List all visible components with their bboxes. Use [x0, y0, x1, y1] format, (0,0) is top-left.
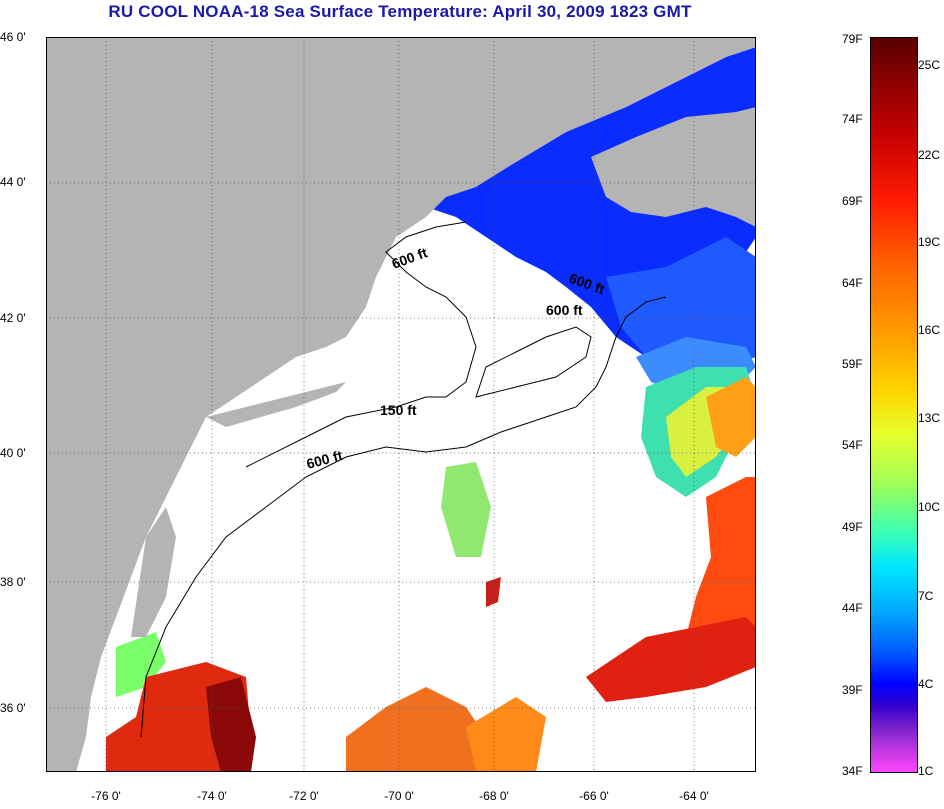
sst-warm-orange — [706, 377, 756, 457]
land-delmarva — [131, 507, 176, 637]
colorbar-f-label: 74F — [842, 112, 863, 126]
colorbar-c-label: 13C — [918, 411, 941, 425]
temperature-colorbar — [870, 37, 918, 773]
map-frame — [46, 37, 756, 772]
lon-tick-label: -74 0' — [197, 789, 227, 803]
graticule — [46, 37, 756, 772]
contour-label: 600 ft — [546, 302, 583, 318]
sst-hatteras-green — [116, 632, 166, 697]
colorbar-c-label: 16C — [918, 323, 941, 337]
colorbar-f-label: 64F — [842, 276, 863, 290]
colorbar-c-label: 25C — [918, 58, 941, 72]
sst-warm-patch-south — [346, 687, 486, 772]
map-canvas[interactable]: 600 ft 600 ft 600 ft 150 ft 600 ft — [46, 37, 756, 772]
colorbar-f-label: 39F — [842, 683, 863, 697]
colorbar-c-label: 1C — [918, 764, 934, 778]
lat-tick-label: 38 0' — [0, 575, 26, 589]
sst-cold-water-2 — [606, 237, 756, 367]
land-long-island — [206, 382, 346, 427]
lat-tick-label: 46 0' — [0, 30, 26, 44]
lon-tick-label: -64 0' — [679, 789, 709, 803]
colorbar-f-label: 49F — [842, 520, 863, 534]
colorbar-f-label: 34F — [842, 764, 863, 778]
sst-gulf-stream-2 — [586, 617, 756, 702]
lat-tick-label: 42 0' — [0, 311, 26, 325]
contour-600ft — [140, 296, 667, 738]
sst-layer — [106, 47, 756, 772]
lon-tick-label: -72 0' — [289, 789, 319, 803]
colorbar-c-label: 10C — [918, 500, 941, 514]
contour-150ft — [245, 221, 477, 468]
lat-tick-label: 40 0' — [0, 446, 26, 460]
lat-tick-label: 36 0' — [0, 701, 26, 715]
colorbar-f-label: 54F — [842, 438, 863, 452]
sst-offshore-red-patch — [486, 577, 501, 607]
lat-tick-label: 44 0' — [0, 175, 26, 189]
colorbar-f-label: 59F — [842, 357, 863, 371]
sst-hatteras-dark — [206, 677, 256, 772]
colorbar-c-label: 7C — [918, 589, 934, 603]
colorbar-c-label: 19C — [918, 235, 941, 249]
contour-label: 150 ft — [380, 402, 417, 418]
sst-map[interactable]: 600 ft 600 ft 600 ft 150 ft 600 ft — [46, 37, 756, 772]
colorbar-c-label: 4C — [918, 677, 934, 691]
sst-gulf-stream — [686, 477, 756, 657]
map-title: RU COOL NOAA-18 Sea Surface Temperature:… — [108, 2, 692, 21]
colorbar-c-label: 22C — [918, 148, 941, 162]
lon-tick-label: -76 0' — [91, 789, 121, 803]
land-layer — [46, 37, 756, 772]
lon-tick-label: -66 0' — [579, 789, 609, 803]
colorbar-f-label: 44F — [842, 601, 863, 615]
lon-tick-label: -68 0' — [479, 789, 509, 803]
contour-georges — [475, 326, 592, 398]
bathymetry-contours — [140, 221, 667, 738]
sst-warm-patch-south-2 — [466, 697, 546, 772]
land-mainland — [46, 37, 756, 772]
lon-tick-label: -70 0' — [384, 789, 414, 803]
land-nova-scotia — [591, 107, 756, 227]
sst-offshore-green-patch — [441, 462, 491, 557]
colorbar-f-label: 69F — [842, 194, 863, 208]
colorbar-f-label: 79F — [842, 32, 863, 46]
